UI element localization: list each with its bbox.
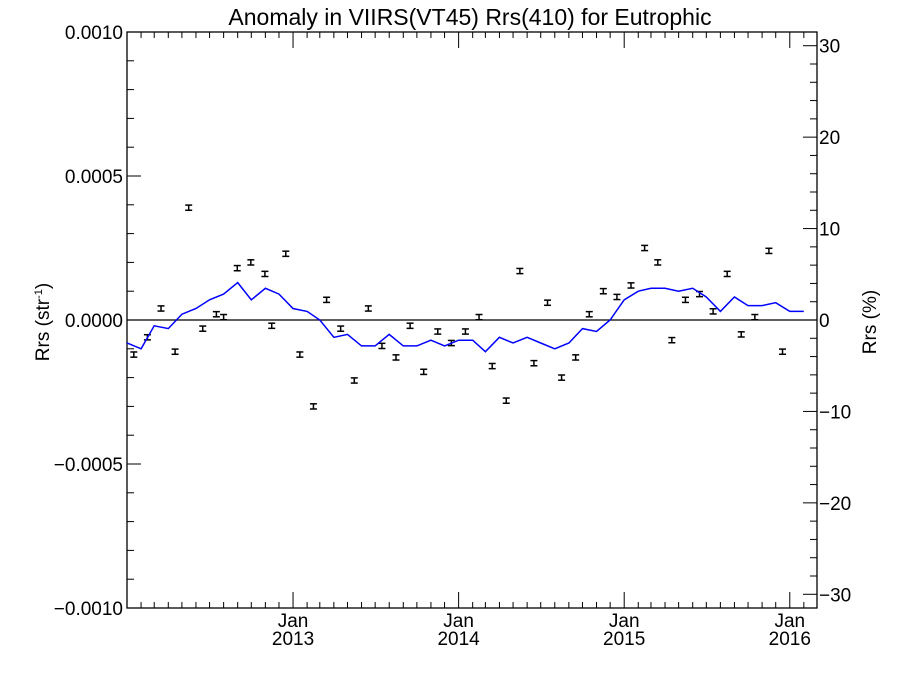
anomaly-errorbar-series (130, 204, 787, 410)
errorbar-point (220, 313, 228, 321)
y-left-tick-label: −0.0010 (54, 599, 123, 620)
errorbar-point (765, 247, 773, 255)
errorbar-point (737, 331, 745, 338)
errorbar-point (406, 322, 414, 330)
chart-title: Anomaly in VIIRS(VT45) Rrs(410) for Eutr… (228, 4, 711, 30)
x-tick-label-month: Jan (609, 611, 640, 632)
errorbar-point (544, 299, 552, 307)
errorbar-point (247, 259, 255, 266)
y-axis-left: 0.0010 0.0005 0.0000 −0.0005 −0.0010 (54, 23, 141, 620)
y-left-tick-label: 0.0005 (65, 167, 123, 188)
errorbar-point (268, 322, 276, 330)
errorbar-point (461, 328, 469, 335)
errorbar-point (261, 270, 269, 278)
errorbar-point (723, 270, 731, 278)
errorbar-point (392, 354, 400, 361)
y-axis-left-title-exponent: -1 (33, 289, 45, 299)
errorbar-point (585, 310, 593, 318)
errorbar-point (530, 359, 538, 367)
y-axis-left-title-base: Rrs (str (33, 298, 54, 361)
errorbar-point (199, 325, 207, 332)
errorbar-point (185, 204, 193, 212)
y-right-tick-label: −10 (819, 402, 851, 423)
errorbar-point (516, 267, 524, 275)
errorbar-point (558, 374, 566, 381)
errorbar-point (130, 351, 138, 358)
errorbar-point (212, 310, 220, 318)
y-axis-right-title: Rrs (%) (860, 290, 881, 354)
x-tick-label-month: Jan (443, 611, 474, 632)
errorbar-point (779, 348, 787, 356)
errorbar-point (613, 293, 621, 301)
y-right-tick-label: 0 (819, 311, 830, 332)
errorbar-point (668, 336, 676, 344)
y-axis-left-title: Rrs (str-1) (33, 283, 54, 361)
x-tick-label-month: Jan (774, 611, 805, 632)
x-tick-label-year: 2014 (437, 629, 480, 650)
errorbar-point (337, 325, 345, 332)
errorbar-point (488, 362, 496, 370)
y-right-tick-label: −30 (819, 585, 851, 606)
errorbar-point (681, 296, 689, 304)
errorbar-point (475, 313, 483, 321)
y-right-tick-label: 30 (819, 37, 840, 58)
x-tick-label-year: 2015 (603, 629, 645, 650)
y-left-tick-label: 0.0000 (65, 311, 123, 332)
errorbar-point (364, 305, 372, 312)
errorbar-point (709, 308, 717, 315)
errorbar-point (641, 244, 649, 252)
errorbar-point (171, 348, 179, 356)
errorbar-point (309, 403, 317, 410)
x-tick-label-year: 2016 (769, 629, 811, 650)
errorbar-point (627, 282, 635, 289)
errorbar-point (572, 354, 580, 361)
x-tick-label-year: 2013 (272, 629, 314, 650)
smoothed-anomaly-line (126, 281, 804, 353)
errorbar-point (502, 397, 510, 404)
errorbar-point (233, 264, 241, 272)
x-tick-label-month: Jan (278, 611, 309, 632)
errorbar-point (296, 351, 304, 358)
errorbar-point (654, 259, 662, 266)
errorbar-point (434, 328, 442, 335)
y-axis-right: 30 20 10 0 −10 −20 −30 (803, 37, 851, 606)
errorbar-point (599, 287, 607, 295)
errorbar-point (420, 368, 428, 376)
errorbar-point (350, 377, 358, 384)
errorbar-point (323, 296, 331, 304)
errorbar-point (282, 250, 290, 258)
y-right-tick-label: 10 (819, 220, 840, 241)
y-left-tick-label: 0.0010 (65, 23, 123, 44)
errorbar-point (751, 313, 759, 321)
y-axis-left-title-close: ) (33, 283, 54, 289)
errorbar-point (157, 305, 165, 312)
y-right-tick-label: 20 (819, 128, 840, 149)
y-right-tick-label: −20 (819, 494, 851, 515)
y-left-tick-label: −0.0005 (54, 455, 123, 476)
errorbar-point (378, 342, 386, 350)
